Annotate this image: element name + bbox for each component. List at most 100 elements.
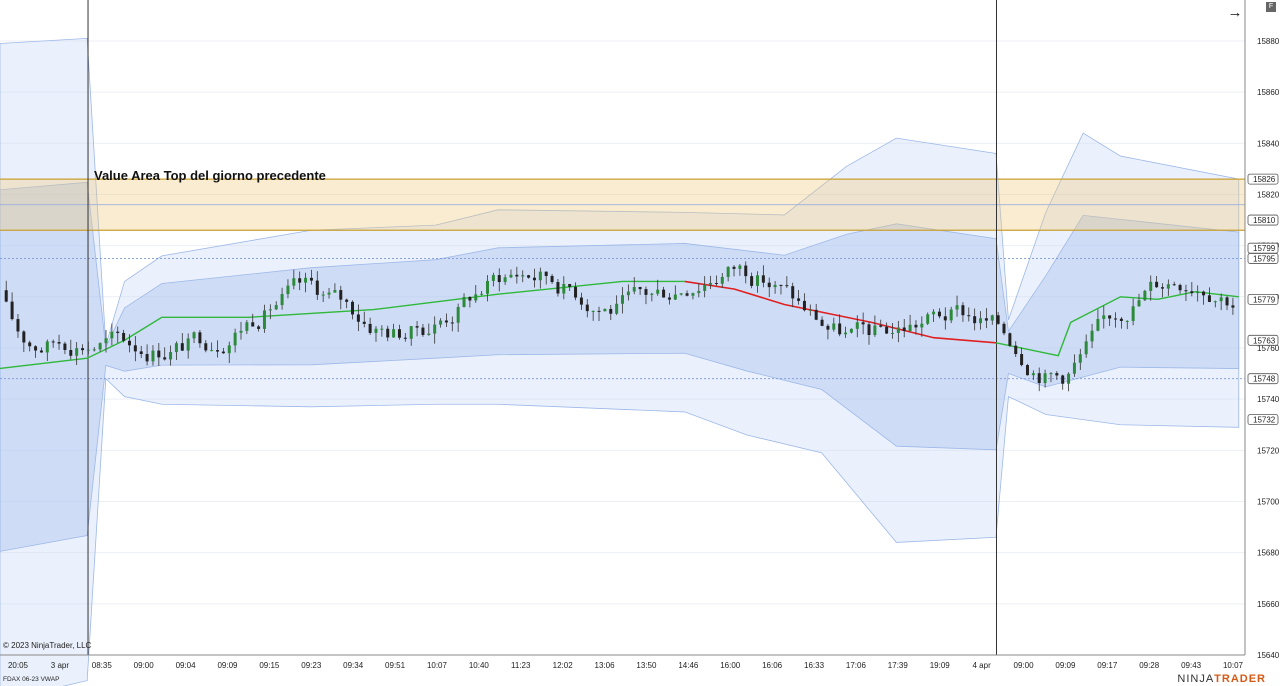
candle-body bbox=[415, 326, 419, 328]
candle-body bbox=[339, 290, 343, 300]
candle-body bbox=[1231, 305, 1235, 308]
vwap-line bbox=[995, 290, 1239, 357]
y-tick-label: 15740 bbox=[1257, 395, 1280, 404]
price-marker-box bbox=[1247, 253, 1279, 264]
x-tick-label: 09:09 bbox=[217, 661, 238, 670]
y-tick-label: 15880 bbox=[1257, 37, 1280, 46]
candle-body bbox=[896, 327, 900, 333]
candle-body bbox=[890, 332, 894, 334]
candle-body bbox=[315, 280, 319, 295]
candle-body bbox=[1096, 318, 1100, 331]
candle-body bbox=[10, 301, 14, 320]
x-tick-label: 09:34 bbox=[343, 661, 364, 670]
candle-body bbox=[392, 329, 396, 338]
candle-body bbox=[1037, 373, 1041, 384]
candle-body bbox=[374, 328, 378, 333]
candle-body bbox=[169, 352, 173, 360]
value-area-annotation: Value Area Top del giorno precedente bbox=[94, 168, 326, 183]
candle-body bbox=[1102, 315, 1106, 319]
candle-body bbox=[1219, 297, 1223, 302]
candle-body bbox=[603, 308, 607, 312]
candle-body bbox=[955, 305, 959, 310]
candle-body bbox=[63, 343, 67, 350]
candle-body bbox=[86, 349, 90, 351]
price-marker-box bbox=[1247, 214, 1279, 226]
candle-body bbox=[1008, 333, 1012, 346]
candle-body bbox=[849, 328, 853, 333]
candle-body bbox=[116, 331, 120, 333]
candle-body bbox=[1207, 295, 1211, 302]
candle-body bbox=[750, 276, 754, 286]
y-tick-label: 15700 bbox=[1257, 497, 1280, 506]
candle-body bbox=[1014, 345, 1018, 355]
x-tick-label: 13:50 bbox=[636, 661, 657, 670]
candle-body bbox=[908, 324, 912, 331]
candle-body bbox=[979, 318, 983, 324]
candle-body bbox=[122, 332, 126, 341]
candle-body bbox=[474, 294, 478, 301]
candle-body bbox=[720, 276, 724, 284]
candle-body bbox=[503, 277, 507, 283]
candle-body bbox=[151, 350, 155, 362]
candle-body bbox=[1061, 375, 1065, 384]
candle-body bbox=[174, 343, 178, 353]
x-tick-label: 09:15 bbox=[259, 661, 280, 670]
y-tick-label: 15660 bbox=[1257, 600, 1280, 609]
price-marker-label: 15732 bbox=[1253, 416, 1276, 425]
price-marker-box bbox=[1247, 414, 1279, 426]
x-tick-label: 09:43 bbox=[1181, 661, 1202, 670]
candle-body bbox=[1020, 354, 1024, 366]
candle-body bbox=[761, 275, 765, 283]
corner-f-icon[interactable]: F bbox=[1266, 2, 1276, 12]
candle-body bbox=[709, 282, 713, 285]
candle-body bbox=[292, 278, 296, 286]
candle-body bbox=[34, 346, 38, 351]
candle-body bbox=[104, 338, 108, 344]
candle-body bbox=[39, 350, 43, 353]
candle-body bbox=[439, 320, 443, 325]
candle-body bbox=[1114, 318, 1118, 320]
candle-body bbox=[679, 293, 683, 295]
y-tick-label: 15680 bbox=[1257, 549, 1280, 558]
candle-body bbox=[579, 297, 583, 305]
x-tick-label: 14:46 bbox=[678, 661, 699, 670]
candle-body bbox=[280, 294, 284, 306]
candle-body bbox=[1143, 290, 1147, 301]
candle-body bbox=[1084, 341, 1088, 355]
candle-body bbox=[491, 275, 495, 281]
candle-body bbox=[98, 343, 102, 350]
candle-body bbox=[650, 293, 654, 295]
candle-body bbox=[304, 277, 308, 283]
candle-body bbox=[937, 311, 941, 317]
candle-body bbox=[832, 323, 836, 330]
x-tick-label: 12:02 bbox=[553, 661, 574, 670]
candle-body bbox=[732, 266, 736, 269]
candle-body bbox=[1031, 373, 1035, 376]
price-marker-box bbox=[1247, 293, 1279, 305]
x-tick-label: 09:51 bbox=[385, 661, 406, 670]
x-tick-label: 09:09 bbox=[1055, 661, 1076, 670]
candle-body bbox=[286, 285, 290, 295]
candle-body bbox=[1160, 287, 1164, 289]
candle-body bbox=[444, 320, 448, 323]
candle-body bbox=[949, 309, 953, 321]
x-tick-label: 20:05 bbox=[8, 661, 29, 670]
candle-body bbox=[245, 322, 249, 331]
candle-body bbox=[585, 304, 589, 312]
candle-body bbox=[298, 278, 302, 283]
price-marker-label: 15795 bbox=[1253, 254, 1276, 263]
candle-body bbox=[239, 330, 243, 333]
candle-body bbox=[838, 323, 842, 335]
candle-body bbox=[433, 324, 437, 334]
y-axis-panel bbox=[1245, 0, 1280, 655]
candle-body bbox=[262, 310, 266, 329]
candle-body bbox=[227, 345, 231, 354]
candle-body bbox=[767, 282, 771, 288]
candle-body bbox=[421, 327, 425, 335]
candle-body bbox=[192, 332, 196, 339]
candle-body bbox=[961, 305, 965, 316]
candle-body bbox=[92, 349, 96, 351]
vwap-line-bearish bbox=[684, 280, 997, 344]
right-arrow-icon[interactable]: → bbox=[1227, 4, 1243, 21]
